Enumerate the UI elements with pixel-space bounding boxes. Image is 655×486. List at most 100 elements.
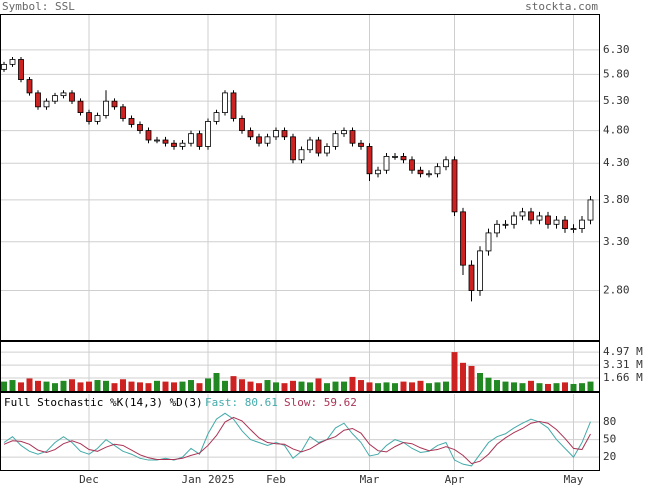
y-tick-label: 4.30 [603,156,630,169]
volume-bar [587,381,594,391]
volume-bar [562,382,568,391]
candle-body [18,59,24,80]
volume-bar [477,372,483,391]
candle-body [239,118,245,131]
y-tick-label: 3.31 M [603,358,643,371]
candle-body [103,100,109,116]
y-tick-label: 50 [603,433,616,446]
volume-bar [290,380,296,391]
candle-body [392,156,398,158]
volume-bar [230,376,237,391]
volume-bar [188,380,194,391]
candle-body [111,100,118,108]
volume-bar [570,383,577,391]
volume-bar [451,352,458,391]
volume-bar [332,381,339,391]
volume-bar [171,382,177,391]
symbol-label: Symbol: SSL [2,0,75,13]
candle-body [137,124,143,131]
candle-body [358,142,364,147]
candle-body [86,112,92,122]
volume-bar [536,383,543,391]
volume-bar [511,382,517,391]
candle-body [587,199,594,221]
candle-body [341,130,347,135]
candle-body [69,92,75,102]
candle-body [468,264,475,291]
volume-bar [154,380,160,391]
volume-bar [162,381,169,391]
volume-bar [519,383,526,391]
candle-body [528,211,534,221]
volume-bar [545,383,551,391]
candle-body [145,130,152,141]
volume-bar [485,377,492,391]
candle-body [1,63,7,70]
volume-bar [52,383,58,391]
x-tick-label: Mar [360,473,380,486]
candle-body [409,159,415,171]
volume-bar [426,383,432,391]
candle-body [485,232,492,252]
volume-bar [366,382,373,391]
volume-bar [264,380,271,391]
stochastic-line [3,416,591,465]
y-tick-label: 6.30 [603,43,630,56]
y-tick-label: 4.97 M [603,345,643,358]
y-tick-label: 5.80 [603,67,630,80]
volume-bar [35,380,41,391]
volume-bar [460,362,466,391]
volume-bar [468,365,475,391]
stochastic-panel-frame [0,392,600,471]
candle-body [349,130,356,144]
candle-body [494,223,500,234]
candle-body [94,115,101,122]
candle-body [154,139,160,142]
candle-body [511,215,517,225]
stochastic-line [3,412,591,467]
x-tick-label: Jan 2025 [182,473,235,486]
volume-bar [213,372,220,391]
candle-body [375,169,381,175]
x-tick-label: Feb [266,473,286,486]
candle-body [366,146,373,175]
y-tick-label: 80 [603,415,616,428]
candle-body [443,159,449,168]
candle-body [120,106,126,119]
candle-body [553,219,560,225]
volume-bar [111,383,118,391]
candle-body [562,219,568,229]
volume-bar [239,379,245,391]
candle-body [222,92,228,113]
candle-body [545,215,551,225]
y-tick-label: 4.80 [603,124,630,137]
volume-bar [1,381,7,391]
candle-body [9,59,16,65]
candle-body [188,133,194,144]
candle-body [281,130,288,138]
y-tick-label: 5.30 [603,94,630,107]
x-tick-label: Dec [79,473,99,486]
volume-bar [341,381,347,391]
candle-body [52,95,58,102]
slow-legend: Slow: 59.62 [284,396,357,409]
candle-body [400,156,407,161]
candle-body [35,92,41,108]
candle-body [179,142,186,147]
volume-bar [502,381,509,391]
y-tick-label: 3.30 [603,235,630,248]
candle-body [502,223,509,226]
volume-bar [383,382,390,391]
volume-bar [128,381,135,391]
candle-body [417,169,424,175]
candle-body [307,139,313,151]
candle-body [247,130,254,138]
volume-bar [247,381,254,391]
volume-bar [60,380,67,391]
volume-bar [103,380,109,391]
volume-bar [315,378,322,391]
y-tick-label: 1.66 M [603,371,643,384]
candle-body [205,121,211,147]
